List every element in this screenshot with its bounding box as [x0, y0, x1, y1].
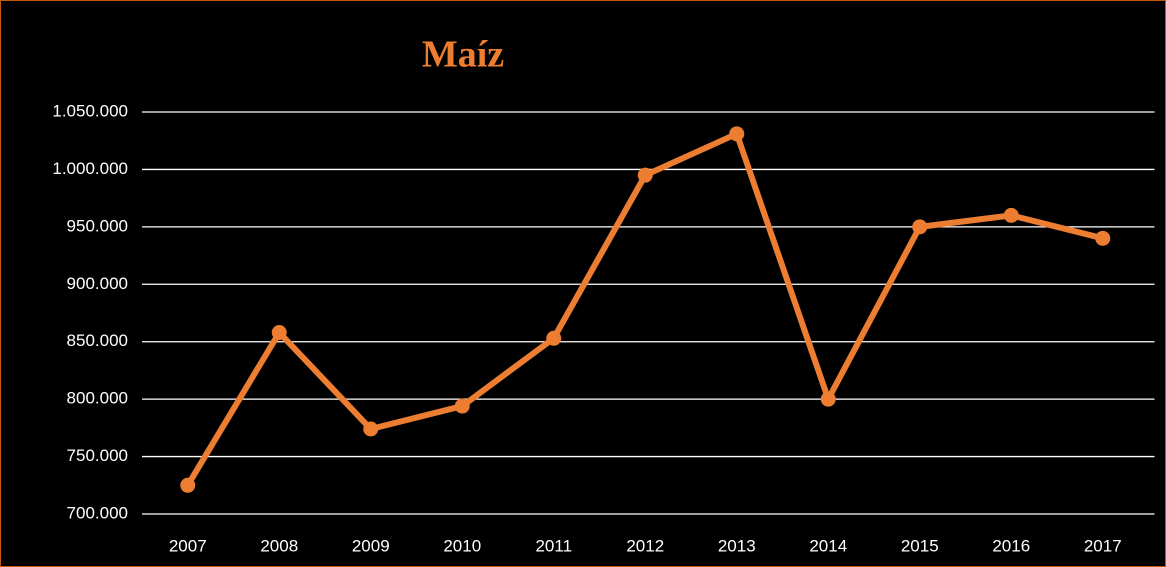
x-tick-label: 2012 [626, 536, 664, 555]
x-tick-label: 2014 [809, 536, 847, 555]
point-marker [180, 477, 196, 493]
point-marker [1095, 230, 1111, 246]
point-marker [271, 325, 287, 341]
point-marker [729, 126, 745, 142]
y-tick-label: 1.000.000 [52, 159, 128, 178]
x-tick-label: 2007 [169, 536, 207, 555]
point-marker [546, 330, 562, 346]
point-marker [363, 421, 379, 437]
x-tick-label: 2016 [992, 536, 1030, 555]
x-tick-label: 2010 [443, 536, 481, 555]
point-marker [637, 167, 653, 183]
point-marker [820, 391, 836, 407]
x-tick-label: 2011 [535, 536, 572, 555]
point-marker [1003, 207, 1019, 223]
x-tick-label: 2015 [901, 536, 939, 555]
y-tick-label: 750.000 [67, 446, 128, 465]
chart-title: Maíz [422, 34, 504, 76]
y-tick-label: 950.000 [67, 216, 128, 235]
x-tick-label: 2009 [352, 536, 390, 555]
x-tick-label: 2017 [1084, 536, 1122, 555]
point-marker [454, 398, 470, 414]
y-tick-label: 900.000 [67, 274, 128, 293]
y-tick-label: 850.000 [67, 331, 128, 350]
y-tick-label: 700.000 [67, 503, 128, 522]
y-tick-label: 800.000 [67, 389, 128, 408]
point-marker [912, 219, 928, 235]
x-tick-label: 2008 [260, 536, 298, 555]
x-tick-label: 2013 [718, 536, 756, 555]
y-tick-label: 1.050.000 [52, 101, 128, 120]
